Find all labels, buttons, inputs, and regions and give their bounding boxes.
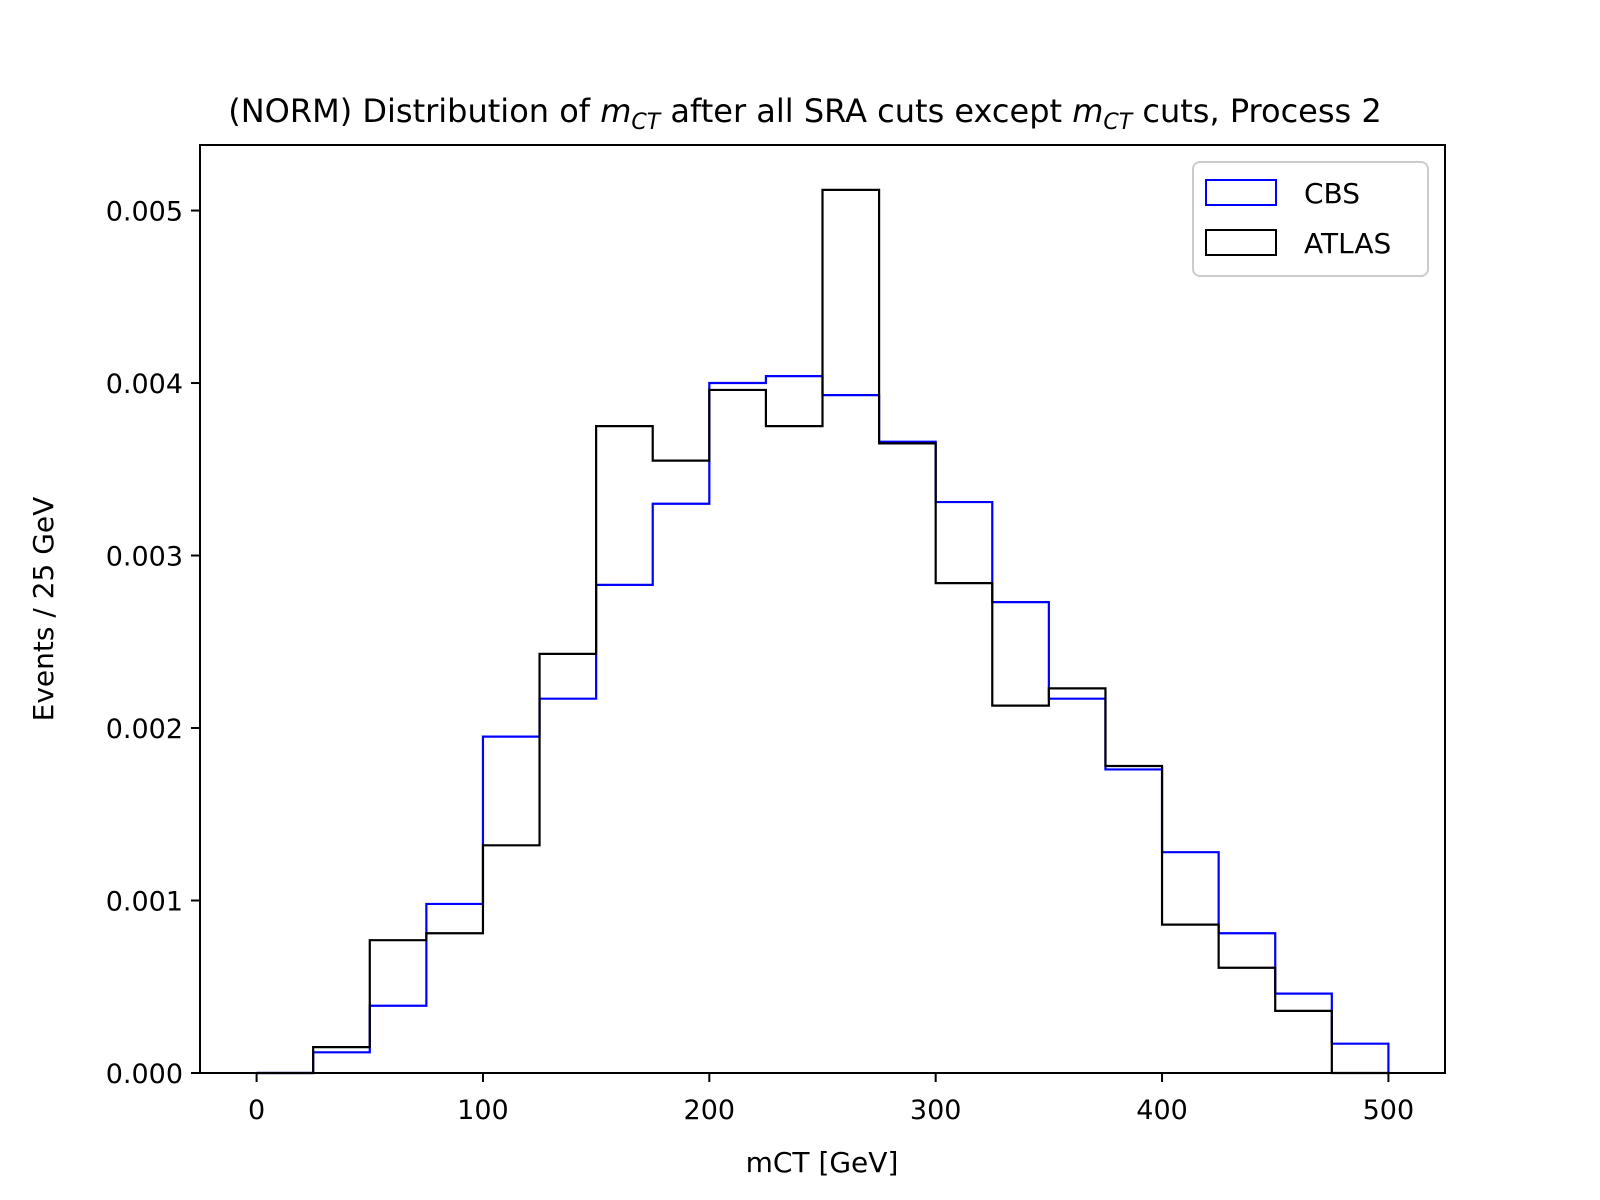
- y-tick-label: 0.000: [106, 1059, 183, 1090]
- x-tick-label: 200: [684, 1095, 736, 1126]
- legend: CBS ATLAS: [1192, 161, 1429, 277]
- plot-frame: [199, 144, 1446, 1074]
- series-layer: [256, 188, 1390, 1075]
- x-axis: 0 100 200 300 400 500: [248, 1073, 1414, 1126]
- plot-area: [199, 144, 1446, 1075]
- y-tick-label: 0.001: [106, 887, 183, 918]
- x-tick-label: 0: [248, 1095, 265, 1126]
- legend-label-atlas: ATLAS: [1304, 227, 1391, 260]
- x-tick-label: 100: [457, 1095, 509, 1126]
- y-tick-label: 0.002: [106, 714, 183, 745]
- x-tick-label: 500: [1363, 1095, 1415, 1126]
- legend-swatch-atlas: [1205, 229, 1277, 256]
- chart-title: (NORM) Distribution of mCT after all SRA…: [228, 92, 1381, 135]
- y-axis: 0.000 0.001 0.002 0.003 0.004 0.005: [106, 197, 200, 1090]
- legend-label-cbs: CBS: [1304, 177, 1360, 210]
- y-tick-label: 0.005: [106, 197, 183, 228]
- y-tick-label: 0.004: [106, 369, 183, 400]
- x-axis-label: mCT [GeV]: [746, 1146, 899, 1179]
- x-tick-label: 300: [910, 1095, 962, 1126]
- y-axis-label: Events / 25 GeV: [27, 497, 60, 722]
- legend-swatch-cbs: [1205, 179, 1277, 206]
- series-step-atlas: [256, 188, 1389, 1075]
- legend-box: [1192, 161, 1429, 277]
- x-tick-label: 400: [1136, 1095, 1188, 1126]
- y-tick-label: 0.003: [106, 542, 183, 573]
